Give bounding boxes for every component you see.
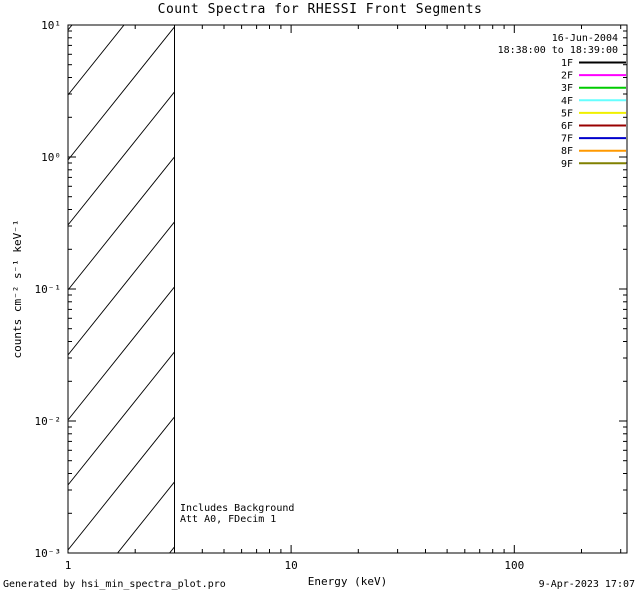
legend-entry-6F: 6F — [561, 121, 626, 132]
svg-text:9F: 9F — [561, 159, 573, 170]
svg-text:100: 100 — [504, 559, 524, 572]
svg-text:10⁻³: 10⁻³ — [35, 547, 62, 560]
legend-entry-4F: 4F — [561, 96, 626, 107]
legend-interval: 18:38:00 to 18:39:00 — [498, 45, 618, 56]
svg-text:4F: 4F — [561, 96, 573, 107]
legend-entry-7F: 7F — [561, 134, 626, 145]
footer-timestamp: 9-Apr-2023 17:07 — [538, 579, 635, 590]
svg-text:1F: 1F — [561, 58, 573, 69]
y-axis-label: counts cm⁻² s⁻¹ keV⁻¹ — [11, 219, 24, 358]
legend-entry-2F: 2F — [561, 71, 626, 82]
x-tick-labels: 1 10 100 — [65, 559, 525, 572]
svg-text:10⁰: 10⁰ — [41, 151, 61, 164]
svg-text:7F: 7F — [561, 134, 573, 145]
svg-text:Includes Background: Includes Background — [180, 503, 294, 514]
svg-text:10⁻²: 10⁻² — [35, 415, 62, 428]
plot-border — [67, 24, 628, 554]
x-axis-label: Energy (keV) — [308, 575, 387, 588]
legend-entry-8F: 8F — [561, 146, 626, 157]
svg-text:10: 10 — [284, 559, 297, 572]
svg-text:10⁻¹: 10⁻¹ — [35, 283, 62, 296]
svg-text:3F: 3F — [561, 83, 573, 94]
y-tick-labels: 10¹ 10⁰ 10⁻¹ 10⁻² 10⁻³ — [35, 19, 62, 560]
y-axis-ticks — [68, 24, 627, 554]
legend-date: 16-Jun-2004 — [552, 33, 618, 44]
generated-by-label: Generated by hsi_min_spectra_plot.pro — [3, 579, 226, 590]
hatched-region — [68, 25, 175, 553]
svg-text:2F: 2F — [561, 71, 573, 82]
x-axis-ticks — [67, 25, 622, 553]
chart-title: Count Spectra for RHESSI Front Segments — [157, 2, 483, 17]
svg-text:Att A0, FDecim 1: Att A0, FDecim 1 — [180, 514, 276, 525]
legend-entry-1F: 1F — [561, 58, 626, 69]
svg-text:6F: 6F — [561, 121, 573, 132]
legend-entry-3F: 3F — [561, 83, 626, 94]
legend-entry-9F: 9F — [561, 159, 626, 170]
svg-text:8F: 8F — [561, 146, 573, 157]
svg-text:5F: 5F — [561, 108, 573, 119]
legend-entry-5F: 5F — [561, 108, 626, 119]
svg-text:1: 1 — [65, 559, 72, 572]
svg-text:10¹: 10¹ — [41, 19, 61, 32]
